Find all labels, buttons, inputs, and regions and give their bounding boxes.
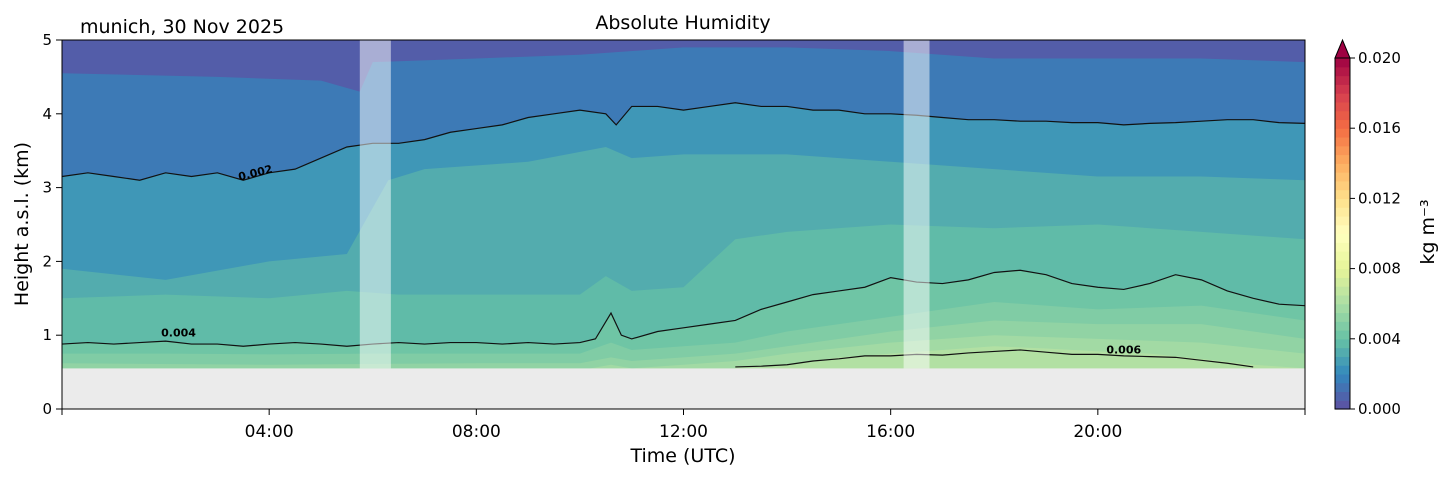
contour-label-0.006: 0.006 (1106, 344, 1141, 357)
colorbar-segment (1335, 207, 1350, 217)
colorbar-extend-arrow (1334, 38, 1351, 59)
colorbar-segment (1335, 233, 1350, 243)
colorbar-tick-label-0.016: 0.016 (1358, 119, 1401, 137)
colorbar-segment (1335, 365, 1350, 375)
colorbar-segment (1335, 347, 1350, 357)
colorbar-tick-label-0.020: 0.020 (1358, 49, 1401, 67)
colorbar-segment (1335, 163, 1350, 173)
colorbar-tick-label-0.008: 0.008 (1358, 260, 1401, 278)
colorbar-segment (1335, 312, 1350, 322)
contour-lines (62, 102, 1305, 368)
colorbar-segment (1335, 321, 1350, 331)
data-gaps (359, 40, 930, 369)
colorbar-segment (1335, 172, 1350, 182)
colorbar-segment (1335, 119, 1350, 129)
contour-line-0.004 (62, 269, 1305, 347)
colorbar-segment (1335, 66, 1350, 77)
colorbar-segment (1335, 189, 1350, 199)
colorbar-segment (1335, 215, 1350, 226)
colorbar-segment (1335, 391, 1350, 401)
colorbar-segment (1335, 294, 1350, 305)
colorbar-segment (1335, 224, 1350, 235)
y-tick-label-5: 5 (42, 31, 52, 49)
x-tick-label-16:00: 16:00 (866, 422, 915, 442)
colorbar-segment (1335, 303, 1350, 314)
y-tick-label-4: 4 (42, 105, 52, 123)
colorbar-tick-label-0.000: 0.000 (1358, 400, 1401, 418)
y-tick-label-0: 0 (42, 400, 52, 418)
colorbar-segment (1335, 382, 1350, 393)
data-gap-1 (359, 40, 391, 369)
location-date-label: munich, 30 Nov 2025 (80, 16, 284, 38)
x-tick-label-04:00: 04:00 (245, 422, 294, 442)
colorbar-frame (1334, 57, 1351, 410)
colorbar-segment (1335, 154, 1350, 164)
y-tick-label-3: 3 (42, 179, 52, 197)
no-data-region (62, 368, 1305, 409)
y-axis: 0 1 2 3 4 5 (42, 31, 62, 418)
colorbar-segment (1335, 373, 1350, 384)
colorbar-segment (1335, 128, 1350, 138)
colorbar-segment (1335, 136, 1350, 147)
colorbar-label: kg m⁻³ (1417, 199, 1439, 264)
colorbar-tick-label-0.004: 0.004 (1358, 330, 1401, 348)
chart-title: Absolute Humidity (595, 12, 770, 34)
colorbar-segment (1335, 180, 1350, 191)
contour-line-0.002 (62, 102, 1305, 181)
colorbar-segment (1335, 338, 1350, 349)
colorbar-segment (1335, 259, 1350, 270)
colorbar-segment (1335, 101, 1350, 112)
colorbar-segment (1335, 268, 1350, 278)
contour-line-0.006 (735, 349, 1254, 368)
colorbar-segment (1335, 277, 1350, 287)
colorbar-segment (1335, 330, 1350, 340)
x-axis: 04:00 08:00 12:00 16:00 20:00 (61, 409, 1306, 442)
colorbar-segment (1335, 84, 1350, 94)
colorbar-segment (1335, 145, 1350, 156)
x-tick-label-12:00: 12:00 (659, 422, 708, 442)
x-axis-label: Time (UTC) (629, 445, 735, 467)
colorbar: 0.000 0.004 0.008 0.012 0.016 0.020 (1334, 38, 1401, 418)
colorbar-segment (1335, 198, 1350, 208)
y-tick-label-1: 1 (42, 326, 52, 344)
colorbar-segment (1335, 93, 1350, 103)
x-tick-label-20:00: 20:00 (1073, 422, 1122, 442)
y-axis-label: Height a.s.l. (km) (11, 142, 33, 306)
colorbar-segment (1335, 400, 1350, 410)
colorbar-segment (1335, 286, 1350, 296)
colorbar-segment (1335, 110, 1350, 121)
colorbar-segment (1335, 251, 1350, 261)
colorbar-segment (1335, 242, 1350, 252)
x-tick-label-08:00: 08:00 (452, 422, 501, 442)
colorbar-tick-label-0.012: 0.012 (1358, 189, 1401, 207)
contour-label-0.004: 0.004 (161, 327, 196, 340)
y-tick-label-2: 2 (42, 252, 52, 270)
colorbar-segment (1335, 356, 1350, 366)
data-gap-2 (903, 40, 930, 369)
colorbar-segment (1335, 75, 1350, 85)
colorbar-segment (1335, 58, 1350, 68)
